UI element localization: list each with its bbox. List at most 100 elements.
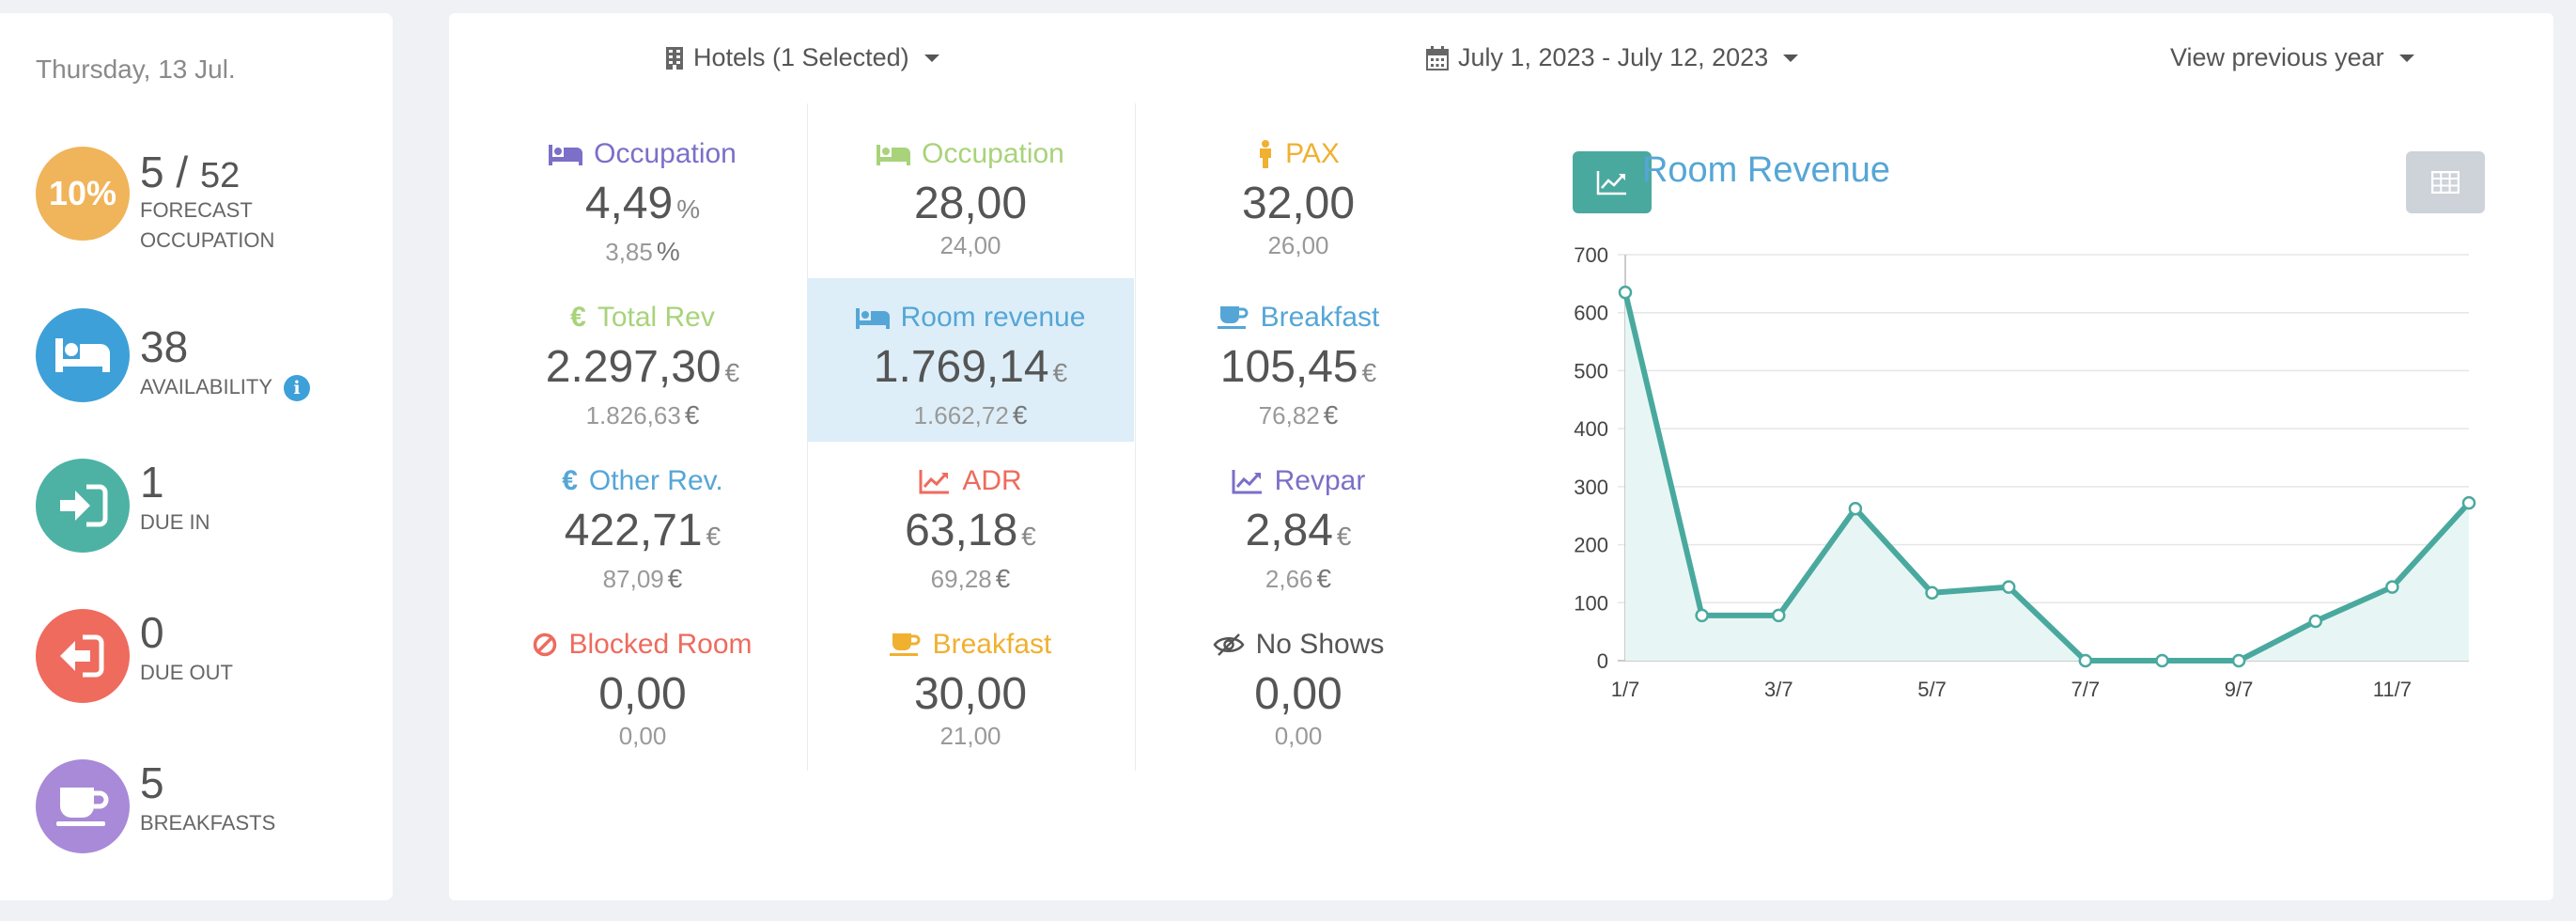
kpi-previous-value: 24,00	[939, 231, 1001, 259]
kpi-unit: €	[724, 358, 740, 387]
kpi-occupation: Occupation 28,00 24,00	[807, 115, 1134, 278]
hotels-dropdown[interactable]: Hotels (1 Selected)	[665, 43, 939, 72]
person-icon	[1260, 140, 1272, 168]
x-tick-label: 9/7	[2225, 678, 2254, 701]
kpi-title: PAX	[1285, 138, 1340, 169]
y-tick-label: 300	[1574, 476, 1608, 499]
kpi-breakfast: Breakfast 30,00 21,00	[807, 605, 1134, 769]
data-point[interactable]	[1848, 502, 1863, 516]
kpi-previous-value: 21,00	[939, 722, 1001, 750]
trend-icon	[1232, 470, 1262, 494]
x-tick-label: 1/7	[1611, 678, 1640, 701]
y-tick-label: 200	[1574, 534, 1608, 557]
kpi-previous-unit: %	[656, 237, 680, 266]
kpi-unit: €	[706, 522, 722, 551]
availability-stat: 38 AVAILABILITY i	[36, 308, 383, 406]
kpi-previous-value: 2,66	[1265, 565, 1313, 593]
x-tick-label: 7/7	[2072, 678, 2101, 701]
data-point[interactable]	[1925, 585, 1939, 601]
kpi-title: ADR	[962, 465, 1022, 496]
breakfasts-caption: BREAKFASTS	[140, 811, 276, 835]
data-point[interactable]	[2001, 580, 2016, 594]
info-icon[interactable]: i	[284, 375, 311, 402]
sign-in-icon	[36, 459, 130, 553]
data-point[interactable]	[1618, 285, 1633, 300]
coffee-icon	[1217, 306, 1249, 329]
breakfasts-value: 5	[140, 758, 164, 807]
table-view-button[interactable]	[2406, 151, 2485, 213]
hotels-label: Hotels (1 Selected)	[693, 43, 909, 71]
kpi-unit: €	[1361, 358, 1377, 387]
trend-icon	[919, 470, 950, 494]
kpi-previous-unit: €	[1323, 400, 1339, 429]
forecast-caption-1: FORECAST	[140, 198, 253, 222]
current-date: Thursday, 13 Jul.	[36, 55, 236, 84]
euro-icon: €	[570, 302, 586, 333]
kpi-title: Breakfast	[932, 629, 1052, 660]
kpi-value: 2.297,30	[545, 342, 722, 392]
building-icon	[666, 46, 683, 70]
euro-icon: €	[562, 465, 578, 496]
y-tick-label: 100	[1574, 591, 1608, 615]
kpi-value: 105,45	[1219, 342, 1358, 392]
summary-panel: Thursday, 13 Jul. 10% 5 / 52 FORECAST OC…	[0, 13, 393, 900]
data-point[interactable]	[2078, 653, 2093, 668]
kpi-breakfast-revenue: Breakfast 105,45 € 76,82 €	[1135, 278, 1462, 442]
data-point[interactable]	[2155, 653, 2169, 668]
bed-icon	[855, 308, 890, 329]
chevron-down-icon	[923, 54, 939, 62]
kpi-previous-value: 0,00	[1274, 722, 1323, 750]
data-point[interactable]	[1695, 608, 1709, 623]
due-out-caption: DUE OUT	[140, 661, 233, 684]
kpi-previous-value: 3,85	[605, 238, 653, 266]
coffee-icon	[889, 633, 921, 656]
kpi-previous-unit: €	[667, 564, 683, 593]
total-rooms: 52	[199, 156, 241, 195]
y-tick-label: 400	[1574, 417, 1608, 441]
x-tick-label: 3/7	[1764, 678, 1793, 701]
kpi-title: Room revenue	[900, 302, 1086, 333]
kpi-no-shows: No Shows 0,00 0,00	[1135, 605, 1462, 769]
data-point[interactable]	[2308, 614, 2322, 629]
breakfasts-stat: 5 BREAKFASTS	[36, 758, 383, 857]
chevron-down-icon	[1783, 54, 1799, 62]
availability-caption-row: AVAILABILITY i	[140, 372, 311, 402]
y-tick-label: 700	[1574, 243, 1608, 267]
data-point[interactable]	[2385, 580, 2399, 594]
kpi-room-revenue[interactable]: Room revenue 1.769,14 € 1.662,72 €	[807, 278, 1134, 442]
data-point[interactable]	[2231, 653, 2246, 668]
coffee-icon	[36, 759, 130, 853]
date-range-picker[interactable]: July 1, 2023 - July 12, 2023	[1426, 43, 1799, 72]
kpi-previous-unit: €	[1316, 564, 1332, 593]
due-in-caption: DUE IN	[140, 510, 210, 534]
kpi-value: 0,00	[1254, 669, 1342, 719]
kpi-previous-unit: €	[995, 564, 1011, 593]
kpi-value: 422,71	[564, 506, 703, 555]
kpi-occupation-percent: Occupation 4,49% 3,85%	[479, 115, 806, 278]
data-point[interactable]	[2461, 495, 2476, 510]
kpi-pax: PAX 32,00 26,00	[1135, 115, 1462, 278]
kpi-value: 1.769,14	[873, 342, 1049, 392]
occupied-rooms: 5	[140, 148, 164, 196]
compare-dropdown[interactable]: View previous year	[2170, 43, 2414, 72]
ban-icon	[534, 632, 557, 657]
line-chart-view-button[interactable]	[1573, 151, 1652, 213]
kpi-value: 2,84	[1245, 506, 1333, 555]
kpi-previous-value: 26,00	[1267, 231, 1329, 259]
kpi-previous-unit: €	[1012, 400, 1028, 429]
forecast-caption-2: OCCUPATION	[140, 228, 275, 252]
x-tick-label: 5/7	[1917, 678, 1947, 701]
kpi-total-revenue: € Total Rev 2.297,30 € 1.826,63 €	[479, 278, 806, 442]
kpi-unit: €	[1336, 522, 1352, 551]
chart-title: Room Revenue	[1641, 150, 1891, 190]
due-out-value: 0	[140, 608, 164, 657]
y-tick-label: 500	[1574, 359, 1608, 382]
kpi-adr: ADR 63,18 € 69,28 €	[807, 442, 1134, 605]
kpi-unit: €	[1052, 358, 1068, 387]
calendar-icon	[1426, 45, 1449, 70]
kpi-title: Blocked Room	[568, 629, 753, 660]
occupancy-percent-badge: 10%	[36, 147, 130, 241]
data-point[interactable]	[1772, 608, 1786, 623]
kpi-other-revenue: € Other Rev. 422,71 € 87,09 €	[479, 442, 806, 605]
